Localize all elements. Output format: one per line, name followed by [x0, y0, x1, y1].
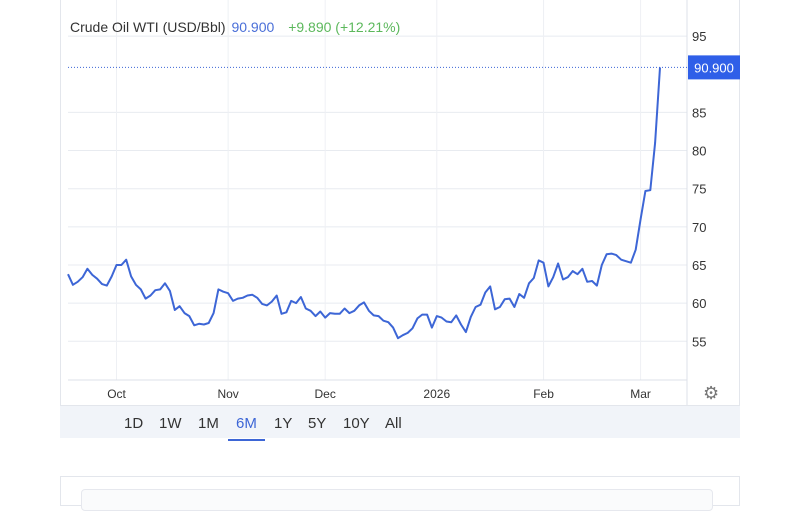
last-price-tag: [688, 55, 740, 80]
x-tick-label: Nov: [217, 387, 238, 401]
price-line: [67, 67, 661, 340]
range-6m[interactable]: 6M: [228, 415, 265, 441]
x-tick-label: Dec: [315, 387, 336, 401]
y-tick-label: 55: [692, 334, 706, 349]
price-change: +9.890 (+12.21%): [288, 19, 401, 35]
instrument-title: Crude Oil WTI (USD/Bbl): [70, 19, 226, 35]
range-1y[interactable]: 1Y: [274, 415, 293, 432]
gear-icon[interactable]: ⚙: [703, 383, 720, 403]
range-10y[interactable]: 10Y: [343, 415, 370, 432]
range-1w[interactable]: 1W: [159, 415, 182, 432]
y-tick-label: 60: [692, 296, 706, 311]
chart-header: Crude Oil WTI (USD/Bbl) 90.900 +9.890 (+…: [70, 19, 400, 35]
range-all[interactable]: All: [385, 415, 402, 432]
range-1d[interactable]: 1D: [124, 415, 144, 432]
current-price: 90.900: [231, 19, 275, 35]
y-tick-label: 80: [692, 144, 706, 159]
range-1m[interactable]: 1M: [198, 415, 219, 432]
y-tick-label: 70: [692, 220, 706, 235]
secondary-input[interactable]: [81, 489, 713, 511]
range-selector: 1D 1W 1M 6M 1Y 5Y 10Y All: [60, 405, 740, 441]
x-tick-label: Oct: [107, 387, 126, 401]
y-tick-label: 85: [692, 105, 706, 120]
x-tick-label: 2026: [423, 387, 450, 401]
price-chart: 55 60 65 70 75 80 85 95 Oct Nov Dec 2026 Feb Mar 90.90…: [67, 0, 740, 405]
y-tick-label: 95: [692, 29, 706, 44]
x-tick-label: Mar: [630, 387, 651, 401]
secondary-card: [60, 476, 740, 511]
last-price-label: 90.900: [694, 60, 734, 75]
y-tick-label: 75: [692, 182, 706, 197]
range-5y[interactable]: 5Y: [308, 415, 327, 432]
x-tick-label: Feb: [533, 387, 554, 401]
y-tick-label: 65: [692, 258, 706, 273]
